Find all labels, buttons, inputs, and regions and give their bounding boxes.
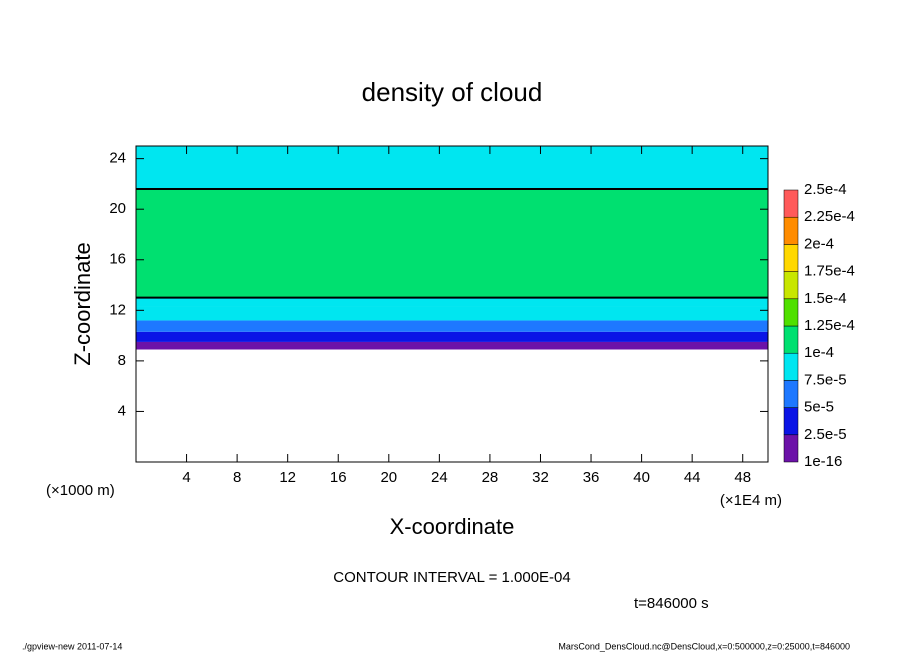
colorbar-box: [783, 271, 799, 300]
colorbar-label: 1.25e-4: [804, 317, 855, 334]
y-tick-label: 16: [109, 251, 126, 268]
colorbar-label: 2.5e-4: [804, 181, 847, 198]
colorbar-box: [783, 380, 799, 408]
y-axis-label: Z-coordinate: [70, 242, 95, 366]
colorbar-label: 1.5e-4: [804, 290, 847, 307]
y-unit: (×1000 m): [46, 482, 115, 499]
colorbar-label: 1.75e-4: [804, 263, 855, 280]
x-axis-label: X-coordinate: [390, 514, 515, 539]
chart-title: density of cloud: [362, 77, 543, 107]
colorbar-label: 5e-5: [804, 399, 834, 416]
x-tick-label: 40: [633, 469, 650, 486]
field-band: [136, 306, 768, 321]
x-tick-label: 44: [684, 469, 701, 486]
plot-frame: [135, 145, 769, 463]
x-tick-label: 20: [380, 469, 397, 486]
colorbar-box: [783, 434, 799, 463]
colorbar-box: [783, 216, 799, 245]
colorbar-box: [783, 298, 799, 327]
x-unit: (×1E4 m): [720, 492, 782, 509]
x-tick-label: 36: [583, 469, 600, 486]
field-band: [136, 331, 768, 342]
y-tick-label: 24: [109, 150, 126, 167]
contour-interval: CONTOUR INTERVAL = 1.000E-04: [333, 569, 570, 586]
field-band: [136, 320, 768, 332]
footer-right: MarsCond_DensCloud.nc@DensCloud,x=0:5000…: [558, 641, 850, 651]
y-tick-label: 8: [118, 352, 126, 369]
y-tick-label: 12: [109, 301, 126, 318]
x-tick-label: 24: [431, 469, 448, 486]
field-band: [136, 341, 768, 350]
x-tick-label: 12: [279, 469, 296, 486]
colorbar-label: 2.5e-5: [804, 426, 847, 443]
y-tick-label: 4: [118, 402, 126, 419]
x-tick-label: 48: [734, 469, 751, 486]
field-band: [136, 146, 768, 189]
field-band: [136, 297, 768, 307]
colorbar-box: [783, 352, 799, 381]
colorbar-label: 1e-16: [804, 453, 842, 470]
field-band: [136, 188, 768, 298]
colorbar-box: [783, 244, 799, 272]
colorbar-box: [783, 189, 799, 218]
time-label: t=846000 s: [634, 595, 709, 612]
x-tick-label: 16: [330, 469, 347, 486]
colorbar-label: 2.25e-4: [804, 208, 855, 225]
colorbar-label: 1e-4: [804, 344, 834, 361]
x-tick-label: 32: [532, 469, 549, 486]
x-tick-label: 4: [182, 469, 190, 486]
colorbar-label: 2e-4: [804, 235, 834, 252]
colorbar-box: [783, 325, 799, 354]
colorbar-box: [783, 407, 799, 436]
x-tick-label: 8: [233, 469, 241, 486]
y-tick-label: 20: [109, 200, 126, 217]
footer-left: ./gpview-new 2011-07-14: [22, 641, 122, 651]
x-tick-label: 28: [482, 469, 499, 486]
colorbar-label: 7.5e-5: [804, 371, 847, 388]
